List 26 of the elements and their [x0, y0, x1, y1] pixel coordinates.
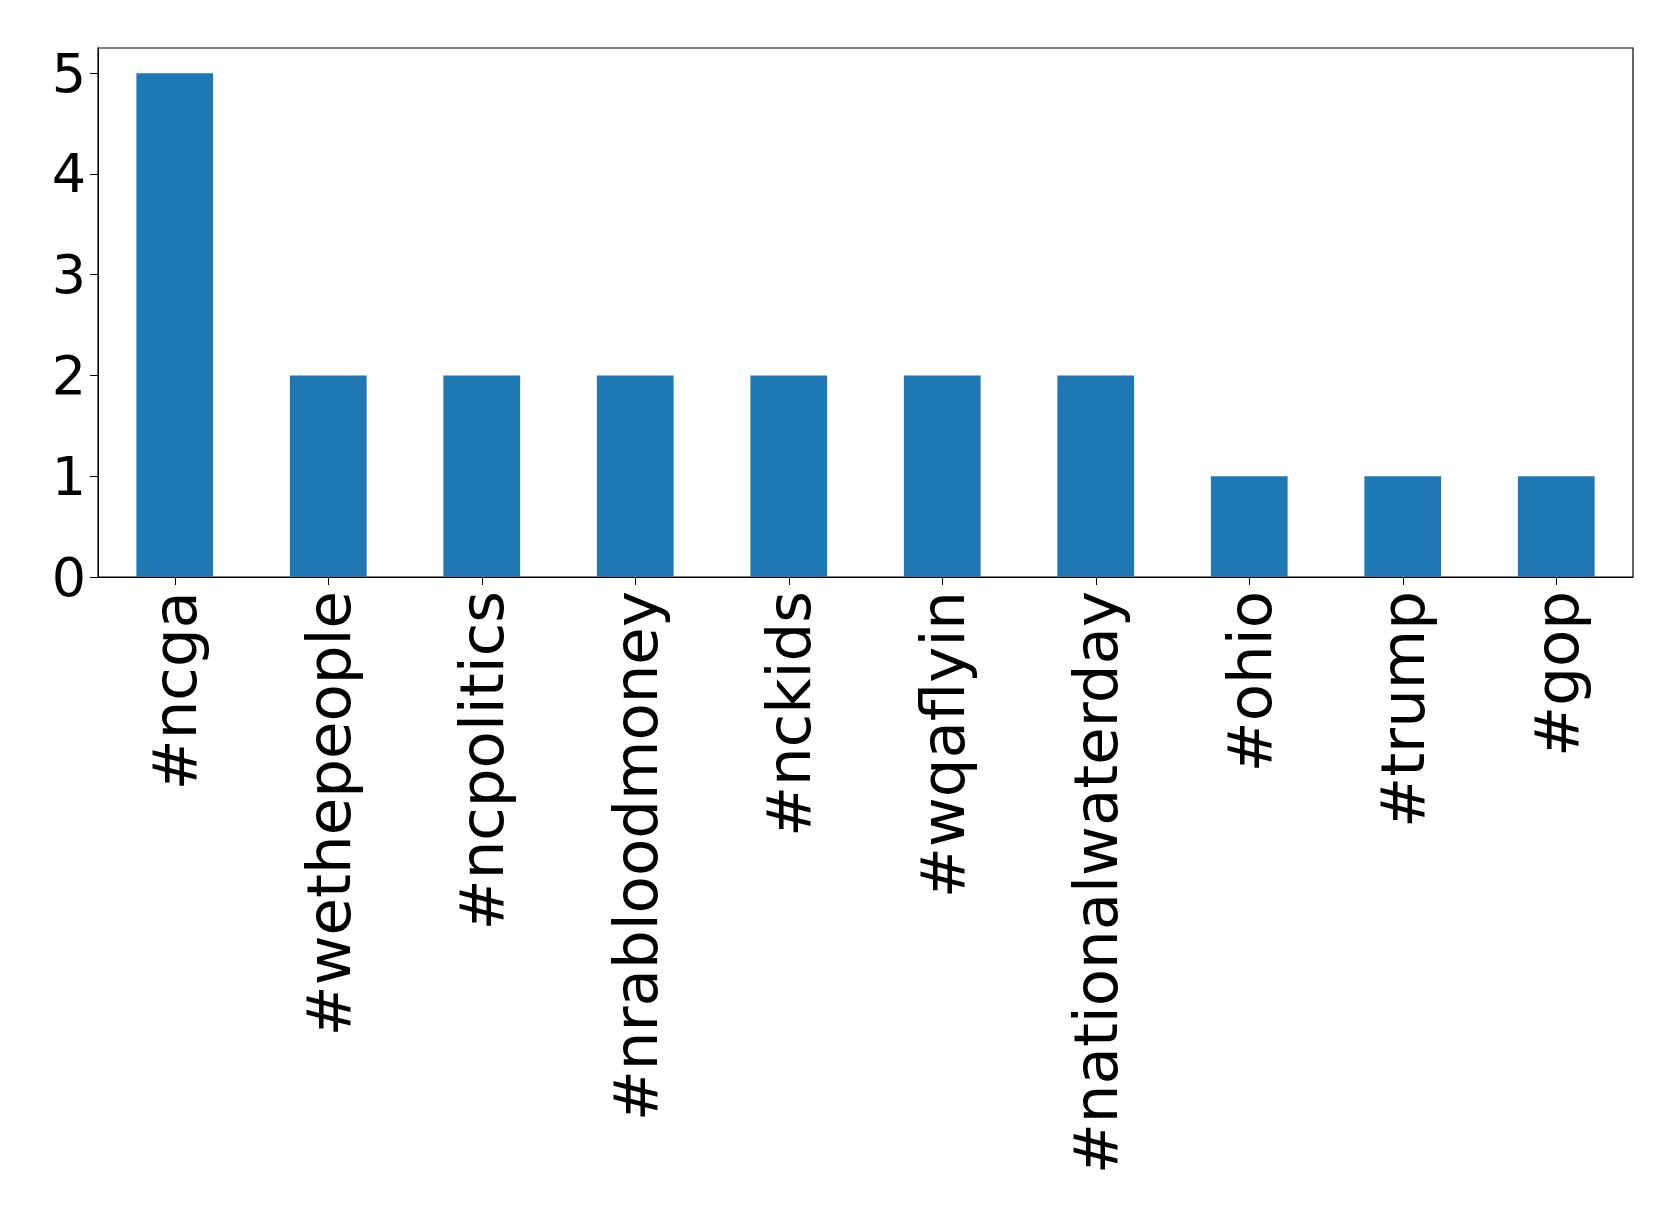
x-tick-label: #trump — [1367, 591, 1439, 828]
x-tick-label: #ncga — [139, 591, 211, 791]
bar — [1517, 476, 1595, 577]
y-tick-label: 5 — [51, 41, 86, 105]
bar — [289, 375, 367, 577]
y-tick-label: 1 — [51, 444, 86, 508]
bar — [443, 375, 521, 577]
y-tick-label: 0 — [51, 545, 86, 609]
bar — [1057, 375, 1135, 577]
y-tick-label: 3 — [51, 243, 86, 307]
bar — [1210, 476, 1288, 577]
y-tick-label: 2 — [51, 343, 86, 407]
x-tick-label: #wethepeople — [292, 591, 364, 1037]
x-tick-label: #nrabloodmoney — [599, 591, 671, 1122]
x-tick-label: #wqaflyin — [906, 591, 978, 899]
bar — [136, 73, 214, 577]
x-tick-label: #ncpolitics — [446, 591, 518, 931]
bar — [903, 375, 981, 577]
y-tick-label: 4 — [51, 142, 86, 206]
bar — [1364, 476, 1442, 577]
x-tick-label: #nckids — [753, 591, 825, 838]
x-tick-label: #gop — [1520, 591, 1592, 757]
bar — [750, 375, 828, 577]
bar — [596, 375, 674, 577]
x-tick-label: #ohio — [1213, 591, 1285, 773]
x-tick-label: #nationalwaterday — [1060, 591, 1132, 1175]
